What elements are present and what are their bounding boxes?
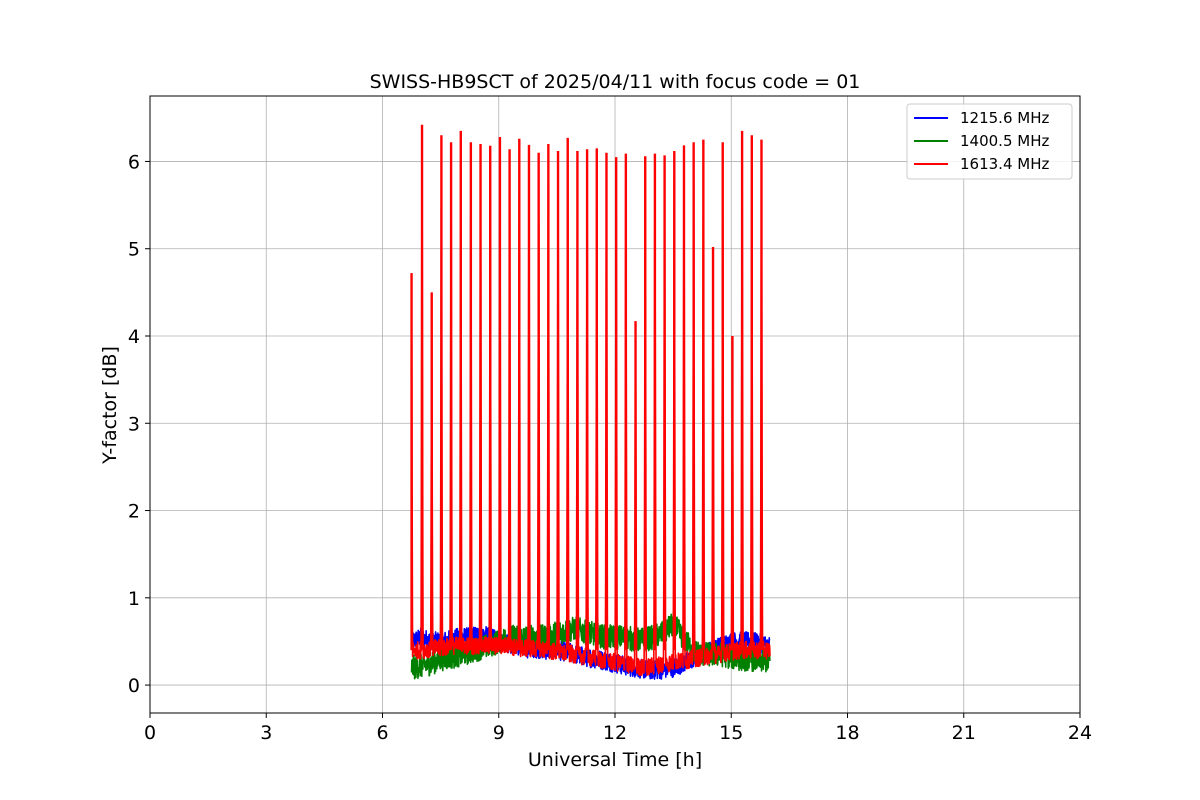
y-tick-label: 1 [128, 588, 140, 610]
y-tick-label: 5 [128, 239, 140, 261]
legend-label-1400: 1400.5 MHz [960, 132, 1049, 150]
legend-box [906, 103, 1073, 180]
y-tick-label: 4 [128, 326, 140, 348]
chart-title: SWISS-HB9SCT of 2025/04/11 with focus co… [370, 71, 861, 93]
y-tick-label: 3 [128, 413, 140, 435]
y-axis-label: Y-factor [dB] [99, 346, 121, 465]
y-tick-label: 6 [128, 151, 140, 173]
x-tick-label: 9 [493, 722, 505, 744]
x-tick-label: 18 [835, 722, 859, 744]
x-tick-label: 12 [603, 722, 627, 744]
x-axis-label: Universal Time [h] [528, 749, 702, 771]
y-axis: 0 1 2 3 4 5 6 [128, 151, 150, 697]
y-tick-label: 0 [128, 675, 140, 697]
x-tick-label: 3 [260, 722, 272, 744]
y-tick-label: 2 [128, 501, 140, 523]
x-tick-label: 6 [376, 722, 388, 744]
x-axis: 0 3 6 9 12 15 18 21 24 [144, 713, 1092, 744]
x-tick-label: 0 [144, 722, 156, 744]
x-tick-label: 24 [1068, 722, 1092, 744]
series-layer [410, 124, 771, 680]
legend: 1215.6 MHz 1400.5 MHz 1613.4 MHz [906, 103, 1073, 180]
x-tick-label: 21 [952, 722, 976, 744]
legend-label-1215: 1215.6 MHz [960, 109, 1049, 127]
legend-label-1613: 1613.4 MHz [960, 155, 1049, 173]
x-tick-label: 15 [719, 722, 743, 744]
